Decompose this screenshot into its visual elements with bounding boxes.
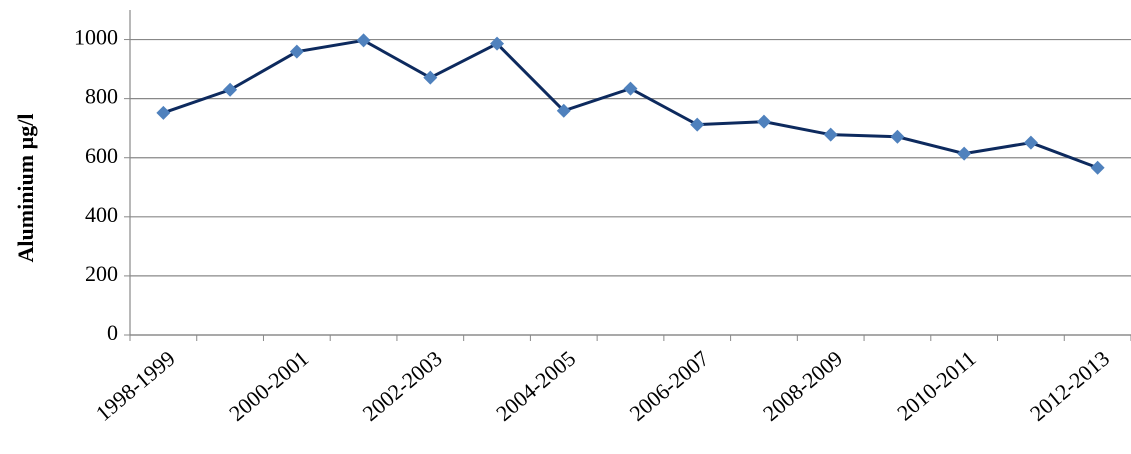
line xyxy=(162,38,1099,170)
y-tick-label: 600 xyxy=(85,143,118,168)
marker xyxy=(1023,135,1038,150)
marker xyxy=(1090,160,1105,175)
y-axis-title: Aluminium µg/l xyxy=(13,114,38,263)
x-tick-label: 2006-2007 xyxy=(625,346,714,426)
marker xyxy=(423,70,438,85)
x-tick-label: 1998-1999 xyxy=(91,346,180,426)
marker xyxy=(289,44,304,59)
marker xyxy=(690,117,705,132)
y-tick-label: 800 xyxy=(85,84,118,109)
marker xyxy=(356,33,371,48)
x-tick-label: 2000-2001 xyxy=(224,346,313,426)
marker xyxy=(957,146,972,161)
marker xyxy=(223,82,238,97)
marker xyxy=(756,114,771,129)
marker xyxy=(156,105,171,120)
x-tick-label: 2008-2009 xyxy=(758,346,847,426)
marker xyxy=(823,127,838,142)
y-tick-label: 200 xyxy=(85,261,118,286)
marker xyxy=(890,129,905,144)
x-tick-label: 2012-2013 xyxy=(1025,346,1114,426)
x-tick-label: 2004-2005 xyxy=(491,346,580,426)
x-tick-label: 2002-2003 xyxy=(358,346,447,426)
y-tick-label: 1000 xyxy=(74,25,118,50)
y-tick-label: 400 xyxy=(85,202,118,227)
marker xyxy=(556,103,571,118)
marker xyxy=(490,36,505,51)
x-tick-label: 2010-2011 xyxy=(892,346,980,426)
marker xyxy=(623,81,638,96)
y-tick-label: 0 xyxy=(107,320,118,345)
